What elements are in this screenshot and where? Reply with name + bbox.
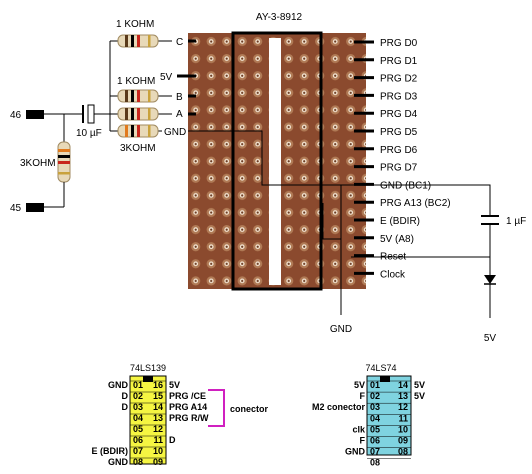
pad-46 — [26, 110, 44, 119]
ic1-right-num: 09 — [153, 457, 163, 467]
chip-socket — [231, 31, 323, 291]
chip-right-label: PRG D1 — [380, 56, 418, 67]
ic1-right-num: 16 — [153, 380, 163, 390]
ic2-left-num: 03 — [370, 402, 380, 412]
ic1-left-num: 04 — [133, 413, 143, 423]
ic1-right-num: 12 — [153, 424, 163, 434]
pad-45-label: 45 — [10, 203, 22, 214]
ic2-left-num: 05 — [370, 424, 380, 434]
ic2-left-num: 02 — [370, 391, 380, 401]
ic2-left-num: 01 — [370, 380, 380, 390]
chip-right-label: PRG D4 — [380, 109, 418, 120]
chip-right-label: PRG D3 — [380, 91, 418, 102]
left-label-c: C — [176, 37, 183, 48]
ic2-left-num: 07 — [370, 447, 380, 457]
resistor-vertical — [44, 114, 71, 208]
chip-right-label: PRG D5 — [380, 127, 418, 138]
ic2-right-num: 10 — [398, 424, 408, 434]
chip-gnd-bottom: GND — [330, 324, 352, 335]
right-5v-label: 5V — [484, 333, 497, 344]
ic2-right-label: 5V — [414, 391, 425, 401]
ic-74ls139: 74LS139 01 16 GND 5V 02 15 D PRG /CE 03 14 D PRG A1… — [92, 363, 269, 467]
ic2-left-label: 5V — [354, 380, 365, 390]
ic1-left-label: GND — [108, 380, 129, 390]
resistor-mid-b — [110, 89, 172, 103]
chip-right-label: E (BDIR) — [380, 216, 420, 227]
connector-bracket — [208, 389, 225, 427]
resistor-top-label: 1 KOHM — [116, 19, 154, 30]
ic1-right-num: 15 — [153, 391, 163, 401]
pad-46-label: 46 — [10, 110, 22, 121]
resistor-bottom-label: 3KOHM — [120, 143, 156, 154]
ic2-name: 74LS74 — [365, 363, 396, 373]
ic2-left-label: M2 conector — [312, 402, 366, 412]
chip-right-label: PRG D6 — [380, 145, 418, 156]
ic1-bracket-label: conector — [230, 404, 269, 414]
ic2-left-label: clk — [352, 424, 366, 434]
ic1-left-label: D — [122, 402, 129, 412]
left-label-gnd: GND — [164, 127, 186, 138]
ic1-left-num: 05 — [133, 424, 143, 434]
chip-title: AY-3-8912 — [256, 12, 303, 23]
capacitor-left — [44, 104, 100, 124]
ic1-right-label: PRG /CE — [169, 391, 206, 401]
ic2-right-num: 13 — [398, 391, 408, 401]
chip-right-label: PRG A13 (BC2) — [380, 198, 451, 209]
ic1-left-num: 02 — [133, 391, 143, 401]
resistor-top — [110, 34, 172, 48]
ic1-left-num: 08 — [133, 457, 143, 467]
ic2-left-label: F — [360, 391, 366, 401]
ic2-right-num: 08 — [398, 447, 408, 457]
left-bus — [100, 41, 111, 131]
left-label-5v: 5V — [160, 72, 173, 83]
resistor-mid-label: 1 KOHM — [117, 76, 155, 87]
ic2-left-label: F — [360, 436, 366, 446]
ic1-right-label: PRG A14 — [169, 402, 207, 412]
ic1-right-label: D — [169, 435, 176, 445]
cap-right-label: 1 µF — [506, 216, 526, 227]
ic1-name: 74LS139 — [130, 363, 166, 373]
chip-right-label: PRG D7 — [380, 163, 418, 174]
ic1-left-label: D — [122, 391, 129, 401]
left-label-b: B — [176, 92, 183, 103]
ic1-right-num: 11 — [153, 435, 163, 445]
ic2-left-num: 04 — [370, 413, 380, 423]
resistor-bottom — [110, 124, 162, 138]
chip-right-label: PRG D2 — [380, 74, 418, 85]
ic1-right-num: 10 — [153, 446, 163, 456]
cap-left-label: 10 µF — [76, 128, 102, 139]
ic1-left-label: E (BDIR) — [92, 446, 129, 456]
ic2-right-num: 09 — [398, 436, 408, 446]
ic2-right-num: 11 — [398, 413, 408, 423]
chip-right-label: 5V (A8) — [380, 234, 414, 245]
chip-right-label: Clock — [380, 269, 406, 280]
ic1-left-num: 01 — [133, 380, 143, 390]
left-label-a: A — [176, 109, 183, 120]
ic2-left-label: GND — [345, 447, 366, 457]
chip-right-labels: PRG D0 PRG D1 PRG D2 PRG D3 PRG D4 PRG D5 PRG … — [354, 38, 451, 280]
board-leads — [177, 39, 196, 116]
ic1-right-label: PRG R/W — [169, 413, 209, 423]
resistor-vertical-label: 3KOHM — [20, 158, 56, 169]
ic2-right-label: 5V — [414, 380, 425, 390]
ic1-left-num: 03 — [133, 402, 143, 412]
ic1-right-num: 13 — [153, 413, 163, 423]
pad-45 — [26, 203, 44, 212]
ic2-left-num: 06 — [370, 436, 380, 446]
resistor-mid-a — [110, 107, 172, 121]
ic2-left-num: 08 — [370, 458, 380, 468]
ic2-right-num: 12 — [398, 402, 408, 412]
ic1-left-num: 07 — [133, 446, 143, 456]
ic1-right-label: 5V — [169, 380, 180, 390]
diode-icon — [484, 257, 496, 318]
right-capacitor — [481, 185, 499, 257]
ic2-right-num: 14 — [398, 380, 408, 390]
ic1-left-num: 06 — [133, 435, 143, 445]
chip-right-label: GND (BC1) — [380, 180, 431, 191]
ic1-right-num: 14 — [153, 402, 163, 412]
ic1-left-label: GND — [108, 457, 129, 467]
chip-right-label: PRG D0 — [380, 38, 418, 49]
